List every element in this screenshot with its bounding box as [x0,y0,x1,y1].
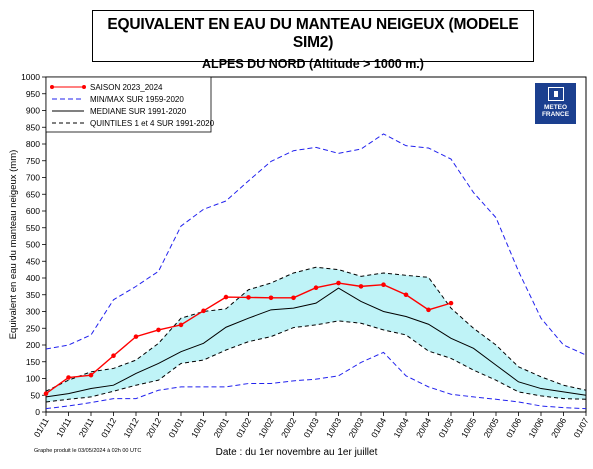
logo-text-line1: METEO [543,104,568,111]
season-point [313,285,319,291]
y-tick-label: 650 [26,189,40,199]
y-tick-label: 550 [26,223,40,233]
season-point [201,308,206,314]
x-tick-label: 20/05 [481,416,500,440]
season-point [156,327,161,333]
y-tick-label: 250 [26,323,40,333]
y-axis-label: Equivalent en eau du manteau neigeux (mm… [8,150,19,340]
season-point [426,307,431,313]
y-tick-label: 300 [26,307,40,317]
chart-subtitle: ALPES DU NORD (Altitude > 1000 m.) [202,57,424,71]
x-tick-label: 10/06 [526,416,545,440]
legend-marker [82,85,86,89]
footnote: Graphe produit le 03/05/2024 à 02h 00 UT… [34,448,142,454]
x-tick-label: 20/11 [77,416,96,439]
x-tick-label: 01/03 [301,416,320,440]
x-tick-label: 10/01 [189,416,208,440]
y-tick-label: 600 [26,206,40,216]
season-point [268,295,274,301]
x-tick-label: 20/03 [346,416,365,440]
season-point [178,322,184,328]
y-tick-label: 50 [31,390,41,400]
x-tick-label: 20/01 [211,416,230,440]
season-point [291,295,296,301]
season-point [223,294,229,300]
y-tick-label: 900 [26,106,40,116]
series-median-line [45,287,587,398]
x-tick-label: 01/04 [369,416,388,440]
series-min-line [45,351,587,410]
chart-title: EQUIVALENT EN EAU DU MANTEAU NEIGEUX (MO… [107,16,519,51]
x-tick-label: 10/03 [324,416,343,440]
x-tick-label: 20/02 [279,416,298,440]
x-tick-label: 01/06 [504,416,523,440]
x-tick-label: 10/04 [391,416,410,440]
y-tick-label: 100 [26,374,40,384]
x-tick-label: 20/12 [144,416,163,440]
legend-marker [50,85,54,89]
legend-label: QUINTILES 1 et 4 SUR 1991-2020 [90,119,215,128]
y-tick-label: 750 [26,156,40,166]
x-tick-label: 01/01 [166,416,185,440]
y-tick-label: 500 [26,240,40,250]
y-tick-label: 850 [26,122,40,132]
x-tick-label: 20/06 [549,416,568,440]
series-quintile4-line [45,266,587,392]
y-tick-label: 150 [26,357,40,367]
y-tick-label: 950 [26,89,40,99]
legend-label: MEDIANE SUR 1991-2020 [90,107,187,116]
y-tick-label: 0 [35,407,40,417]
legend-label: MIN/MAX SUR 1959-2020 [90,95,184,104]
x-tick-label: 01/11 [32,416,51,439]
series-quintile1-line [45,320,587,403]
y-tick-label: 700 [26,173,40,183]
x-tick-label: 10/05 [459,416,478,440]
x-tick-label: 10/02 [256,416,275,440]
season-point [66,375,71,380]
legend-label: SAISON 2023_2024 [90,83,163,92]
season-point [88,372,94,378]
x-tick-label: 01/02 [234,416,253,440]
quintile-band [46,267,586,402]
x-tick-label: 01/05 [436,416,455,440]
y-tick-label: 1000 [21,72,40,82]
meteo-france-logo: METEO FRANCE [535,83,576,124]
season-point [403,292,409,298]
y-tick-label: 350 [26,290,40,300]
x-tick-label: 01/12 [99,416,118,440]
y-tick-label: 800 [26,139,40,149]
series-max-line [45,133,587,356]
season-point [448,300,454,306]
season-point [358,284,364,289]
logo-mark-icon [547,87,564,101]
season-point [381,282,386,288]
x-tick-label: 10/11 [54,416,73,439]
y-tick-label: 400 [26,273,40,283]
season-point [133,334,139,339]
title-box: EQUIVALENT EN EAU DU MANTEAU NEIGEUX (MO… [92,10,534,71]
x-axis-label: Date : du 1er novembre au 1er juillet [215,447,378,458]
logo-text-line2: FRANCE [541,111,570,118]
x-tick-label: 10/12 [121,416,140,440]
season-point [111,353,116,359]
y-tick-label: 200 [26,340,40,350]
season-point [43,391,49,396]
season-point [336,280,341,286]
season-point [246,295,251,300]
x-tick-label: 01/07 [571,416,590,440]
y-tick-label: 450 [26,256,40,266]
x-tick-label: 20/04 [414,416,433,440]
